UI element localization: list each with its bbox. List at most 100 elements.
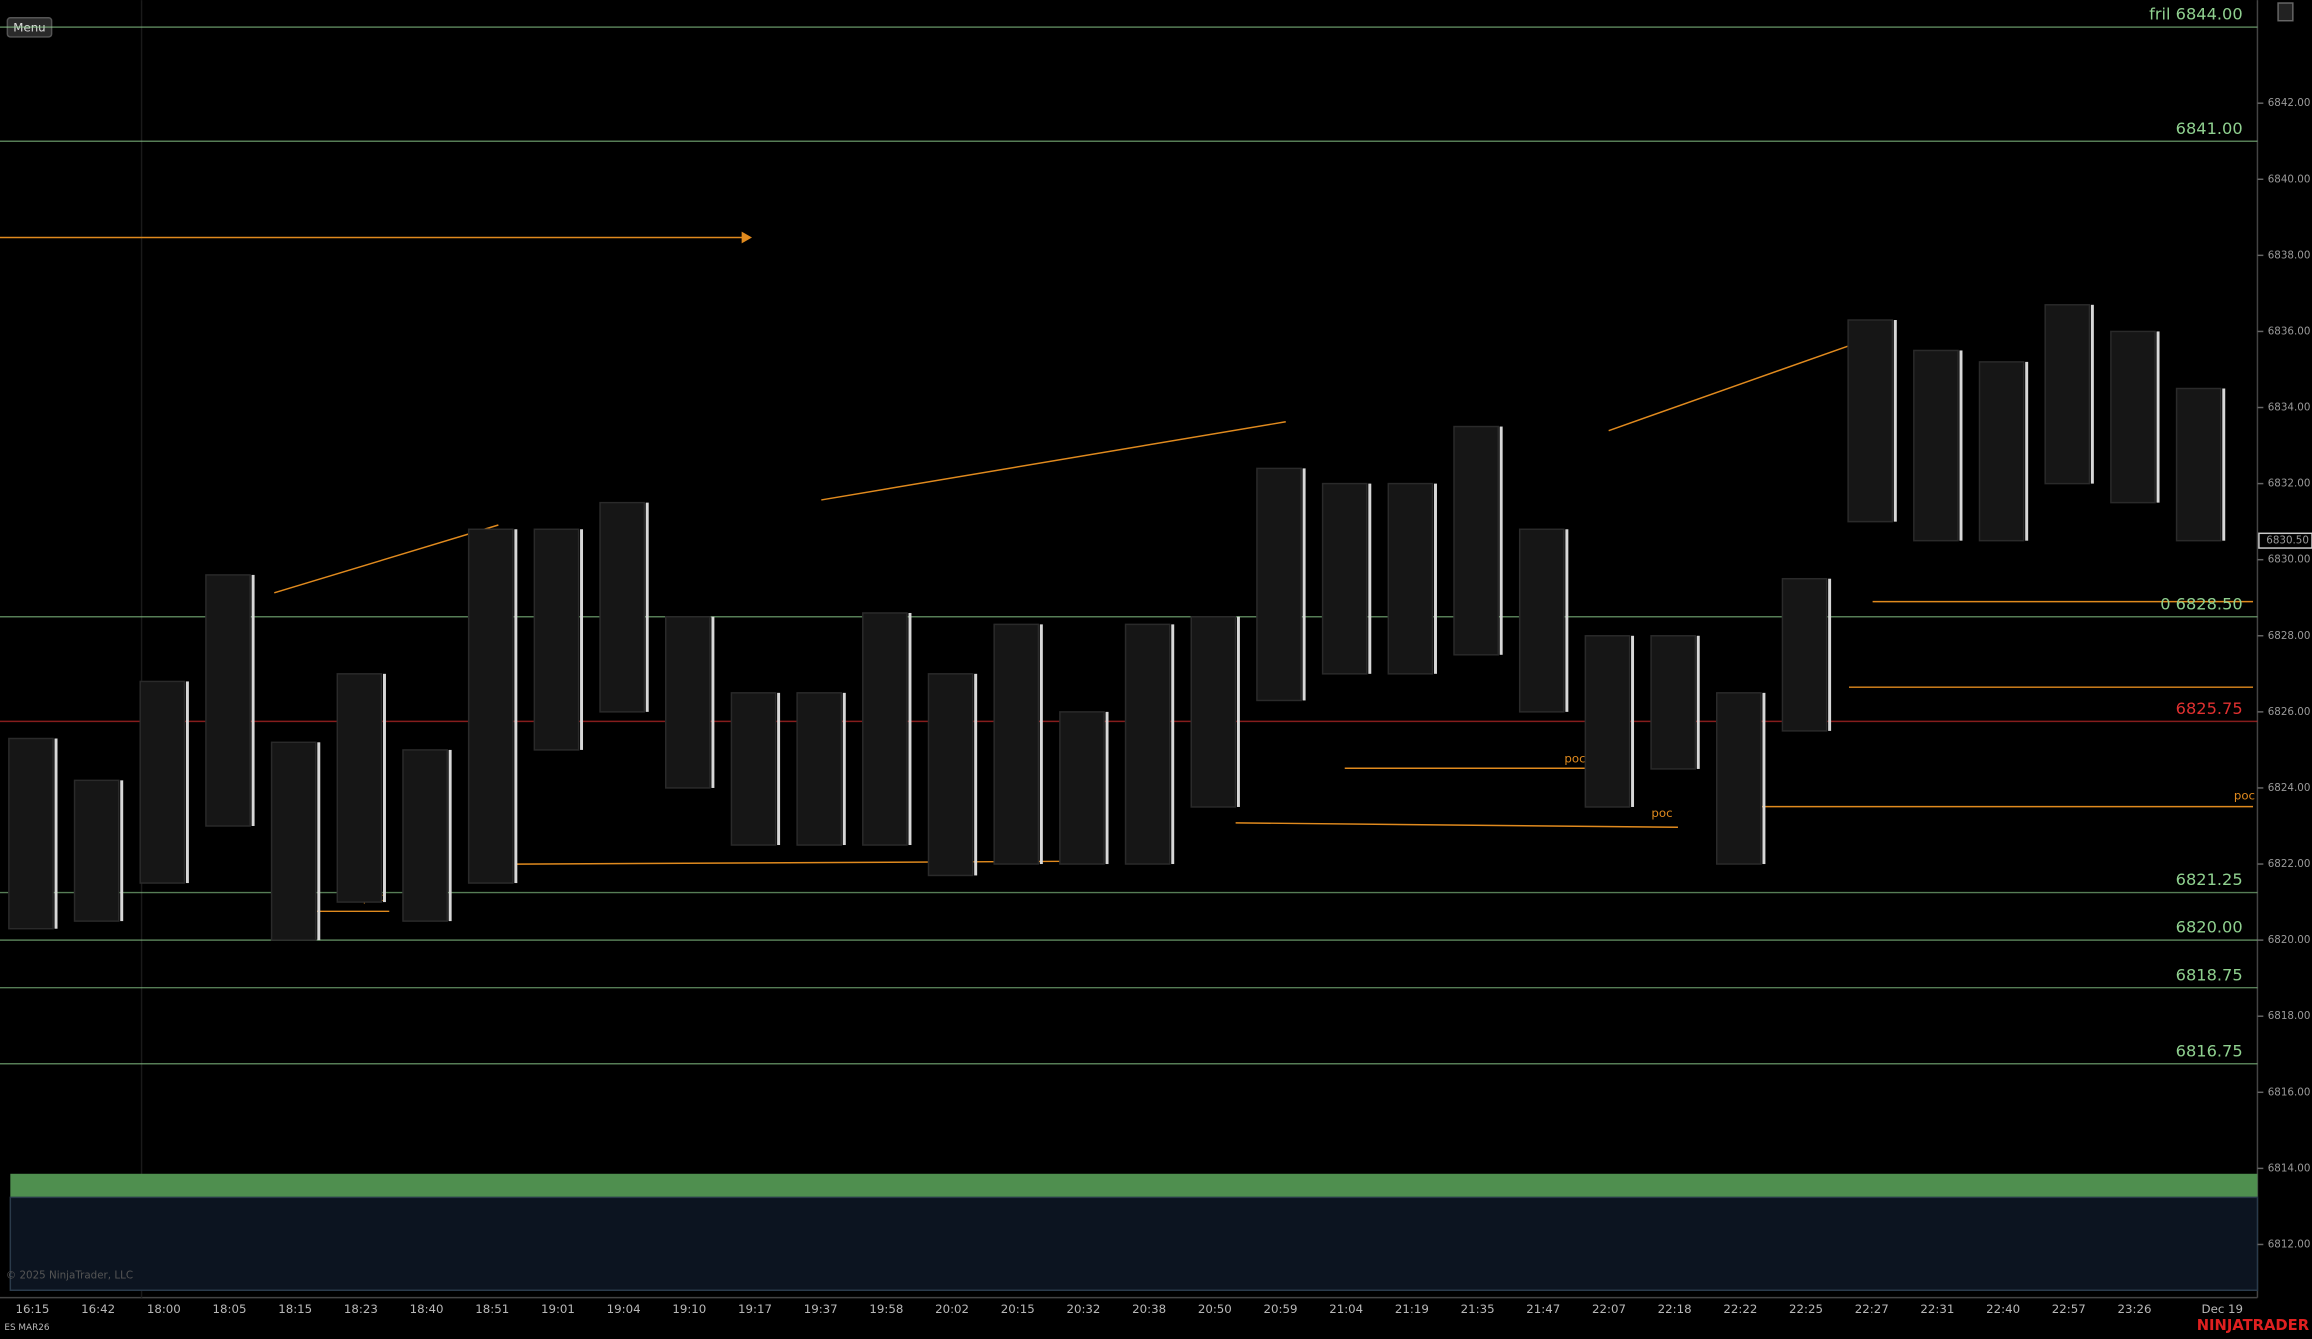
footprint-wick	[1302, 468, 1306, 701]
y-tick-label: 6816.00	[2268, 1086, 2311, 1098]
footprint-wick	[1828, 578, 1832, 731]
y-tick-label: 6842.00	[2268, 97, 2311, 109]
footprint-wick	[185, 681, 189, 884]
y-tick-label: 6830.00	[2268, 554, 2311, 566]
y-tick-label: 6828.00	[2268, 630, 2311, 642]
footprint-wick	[1236, 616, 1240, 807]
x-tick-label: 21:35	[1461, 1302, 1495, 1316]
x-tick-label: 22:25	[1789, 1302, 1823, 1316]
x-tick-label: 21:47	[1526, 1302, 1560, 1316]
drawing-arrow	[821, 421, 1286, 501]
footprint-wick	[317, 742, 321, 941]
footprint-wick	[1631, 635, 1635, 807]
x-tick-label: 19:37	[804, 1302, 838, 1316]
footprint-wick	[711, 616, 715, 788]
footprint-body	[1059, 711, 1105, 865]
drawing-arrow	[516, 860, 1089, 865]
footprint-wick	[1565, 529, 1569, 712]
footprint-body	[2175, 387, 2222, 542]
footprint-body	[993, 623, 1040, 865]
price-level-label: 6821.25	[2176, 870, 2243, 889]
price-level-label: fril 6844.00	[2149, 5, 2243, 24]
footprint-wick	[842, 692, 846, 846]
x-tick-label: 18:40	[410, 1302, 444, 1316]
x-tick-label: 16:42	[81, 1302, 115, 1316]
x-tick-label: 22:40	[1986, 1302, 2020, 1316]
footprint-wick	[2090, 304, 2094, 484]
footprint-body	[730, 692, 777, 846]
y-tick-label: 6820.00	[2268, 934, 2311, 946]
x-tick-label: 20:50	[1198, 1302, 1232, 1316]
footprint-body	[862, 612, 908, 846]
footprint-wick	[1434, 483, 1437, 674]
footprint-wick	[2222, 388, 2226, 541]
y-tick-label: 6818.00	[2268, 1010, 2311, 1022]
delta-band	[10, 1173, 2258, 1198]
footprint-body	[1453, 425, 1499, 656]
footprint-wick	[251, 574, 255, 826]
price-level-label: 6820.00	[2176, 918, 2243, 937]
x-tick-label: 22:07	[1592, 1302, 1626, 1316]
x-tick-label: 19:17	[738, 1302, 772, 1316]
x-tick-label: 18:51	[475, 1302, 509, 1316]
x-tick-label: 20:15	[1001, 1302, 1035, 1316]
footprint-body	[2110, 330, 2156, 504]
current-price-box	[2258, 532, 2312, 549]
poc-label: poc	[1564, 751, 1585, 765]
price-level-label: 6816.75	[2176, 1041, 2243, 1060]
price-level-label: 6818.75	[2176, 965, 2243, 984]
x-tick-label: 20:32	[1066, 1302, 1100, 1316]
footprint-wick	[2025, 361, 2029, 541]
footprint-body	[402, 749, 448, 922]
footprint-body	[1913, 349, 1959, 542]
instrument: ES MAR26	[4, 1323, 49, 1333]
footprint-body	[1716, 692, 1762, 865]
footprint-wick	[580, 529, 584, 750]
footprint-body	[1190, 616, 1237, 808]
x-tick-label: 20:02	[935, 1302, 969, 1316]
volume-panel	[9, 1173, 2259, 1291]
x-tick-label: 22:27	[1855, 1302, 1889, 1316]
footprint-wick	[448, 749, 452, 922]
footprint-wick	[54, 738, 58, 929]
x-tick-label: 18:23	[344, 1302, 378, 1316]
footprint-wick	[1105, 711, 1109, 865]
x-tick-label: 22:18	[1658, 1302, 1692, 1316]
y-tick-label: 6826.00	[2268, 706, 2311, 718]
footprint-body	[467, 528, 514, 884]
poc-label: poc	[2234, 788, 2255, 802]
copyright: © 2025 NinjaTrader, LLC	[6, 1269, 133, 1281]
footprint-wick	[974, 673, 978, 876]
x-tick-label: 19:58	[869, 1302, 903, 1316]
x-tick-label: 20:38	[1132, 1302, 1166, 1316]
x-tick-label: 19:10	[672, 1302, 706, 1316]
x-tick-label: 16:15	[15, 1302, 49, 1316]
footprint-body	[533, 528, 580, 751]
y-tick-label: 6814.00	[2268, 1162, 2311, 1174]
x-tick-label: 18:15	[278, 1302, 312, 1316]
arrow-head	[741, 231, 752, 244]
footprint-body	[1781, 577, 1828, 732]
y-tick-label: 6836.00	[2268, 325, 2311, 337]
x-tick-label: 21:19	[1395, 1302, 1429, 1316]
footprint-wick	[1039, 624, 1043, 865]
footprint-wick	[514, 529, 518, 884]
footprint-body	[1584, 635, 1631, 808]
y-tick-label: 6840.00	[2268, 173, 2311, 185]
footprint-wick	[1762, 692, 1766, 865]
footprint-wick	[645, 502, 649, 712]
price-level-label: 0 6828.50	[2160, 594, 2242, 613]
heatmap-area	[9, 1196, 2259, 1291]
footprint-body	[1256, 467, 1302, 702]
footprint-body	[270, 741, 317, 941]
y-tick-label: 6824.00	[2268, 782, 2311, 794]
poc-label: poc	[1651, 806, 1672, 820]
x-tick-label: 22:31	[1920, 1302, 1954, 1316]
drawing-arrow	[1235, 822, 1678, 829]
x-tick-label: 19:04	[607, 1302, 641, 1316]
panel-toggle[interactable]	[2277, 2, 2294, 22]
footprint-body	[8, 737, 54, 930]
footprint-wick	[1499, 426, 1503, 655]
